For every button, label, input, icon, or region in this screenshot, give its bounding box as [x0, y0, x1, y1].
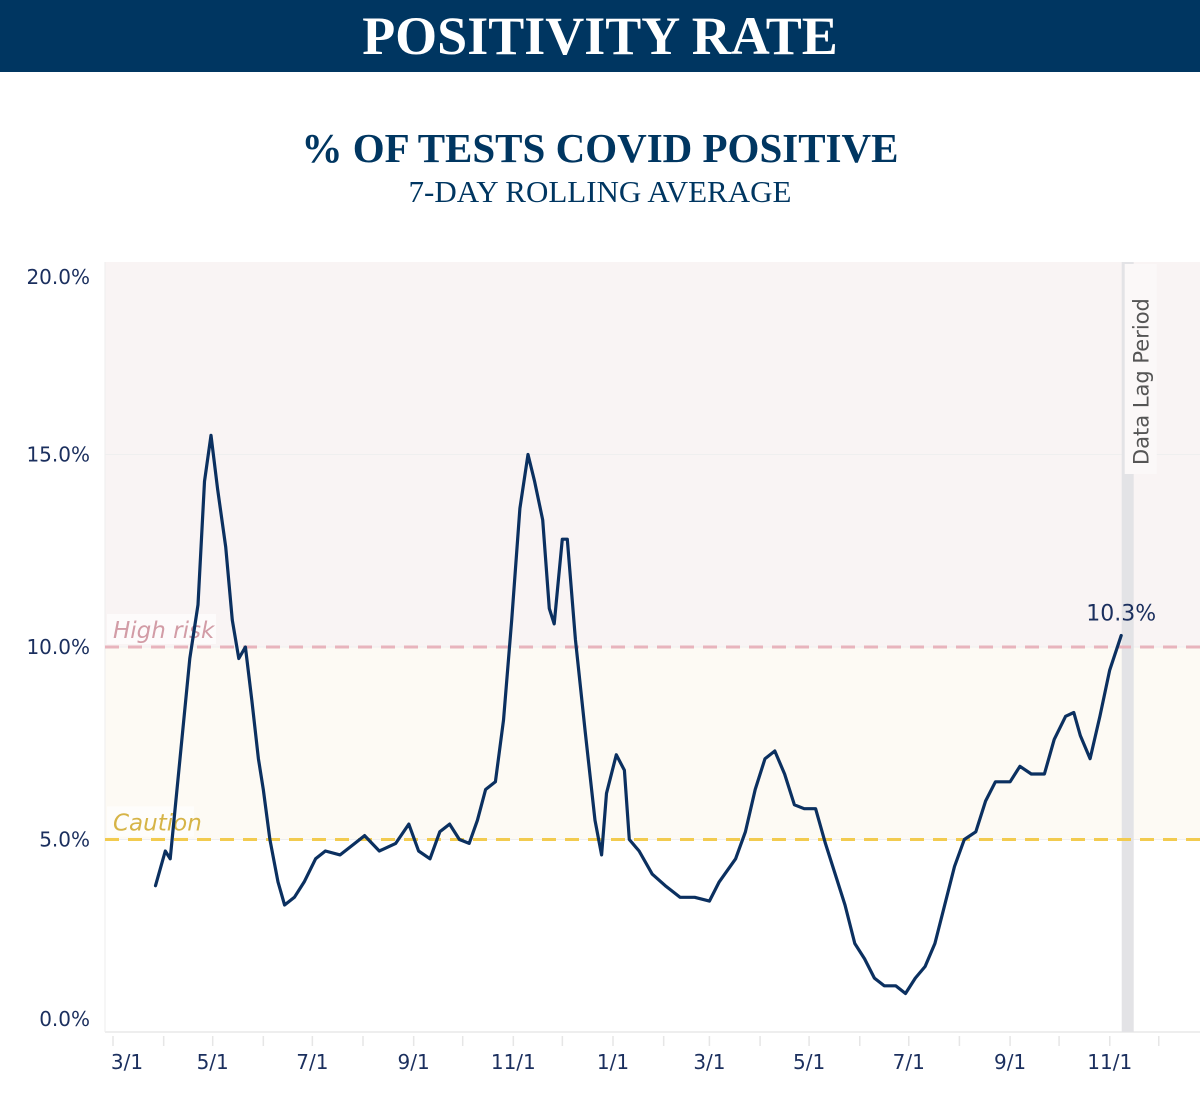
y-tick-label: 5.0% [39, 828, 90, 852]
threshold-label: High risk [113, 618, 216, 644]
y-tick-label: 20.0% [26, 265, 90, 289]
latest-value-label: 10.3% [1086, 601, 1156, 626]
x-tick-label: 11/1 [491, 1050, 536, 1074]
chart-title: % OF TESTS COVID POSITIVE [301, 125, 899, 171]
threshold-label-bg [107, 806, 194, 837]
x-tick-label: 1/1 [597, 1050, 629, 1074]
data-lag-label-bg [1124, 264, 1157, 474]
x-tick-label: 7/1 [893, 1050, 925, 1074]
threshold-label: Caution [113, 811, 202, 837]
y-tick-label: 0.0% [39, 1007, 90, 1031]
chart-subtitle: 7-DAY ROLLING AVERAGE [408, 174, 792, 209]
threshold-label-bg [107, 614, 216, 644]
header-banner: POSITIVITY RATE [0, 0, 1200, 72]
x-tick-label: 5/1 [793, 1050, 825, 1074]
y-tick-label: 10.0% [26, 635, 90, 659]
x-tick-label: 5/1 [197, 1050, 229, 1074]
page-title: POSITIVITY RATE [362, 6, 838, 66]
data-lag-label: Data Lag Period [1130, 298, 1154, 465]
x-tick-label: 9/1 [994, 1050, 1026, 1074]
x-tick-label: 11/1 [1087, 1050, 1132, 1074]
caution-band [105, 647, 1200, 840]
x-tick-label: 9/1 [398, 1050, 430, 1074]
y-tick-label: 15.0% [26, 443, 90, 467]
x-tick-label: 7/1 [296, 1050, 328, 1074]
x-tick-label: 3/1 [693, 1050, 725, 1074]
x-tick-label: 3/1 [111, 1050, 143, 1074]
positivity-line [153, 433, 1123, 996]
